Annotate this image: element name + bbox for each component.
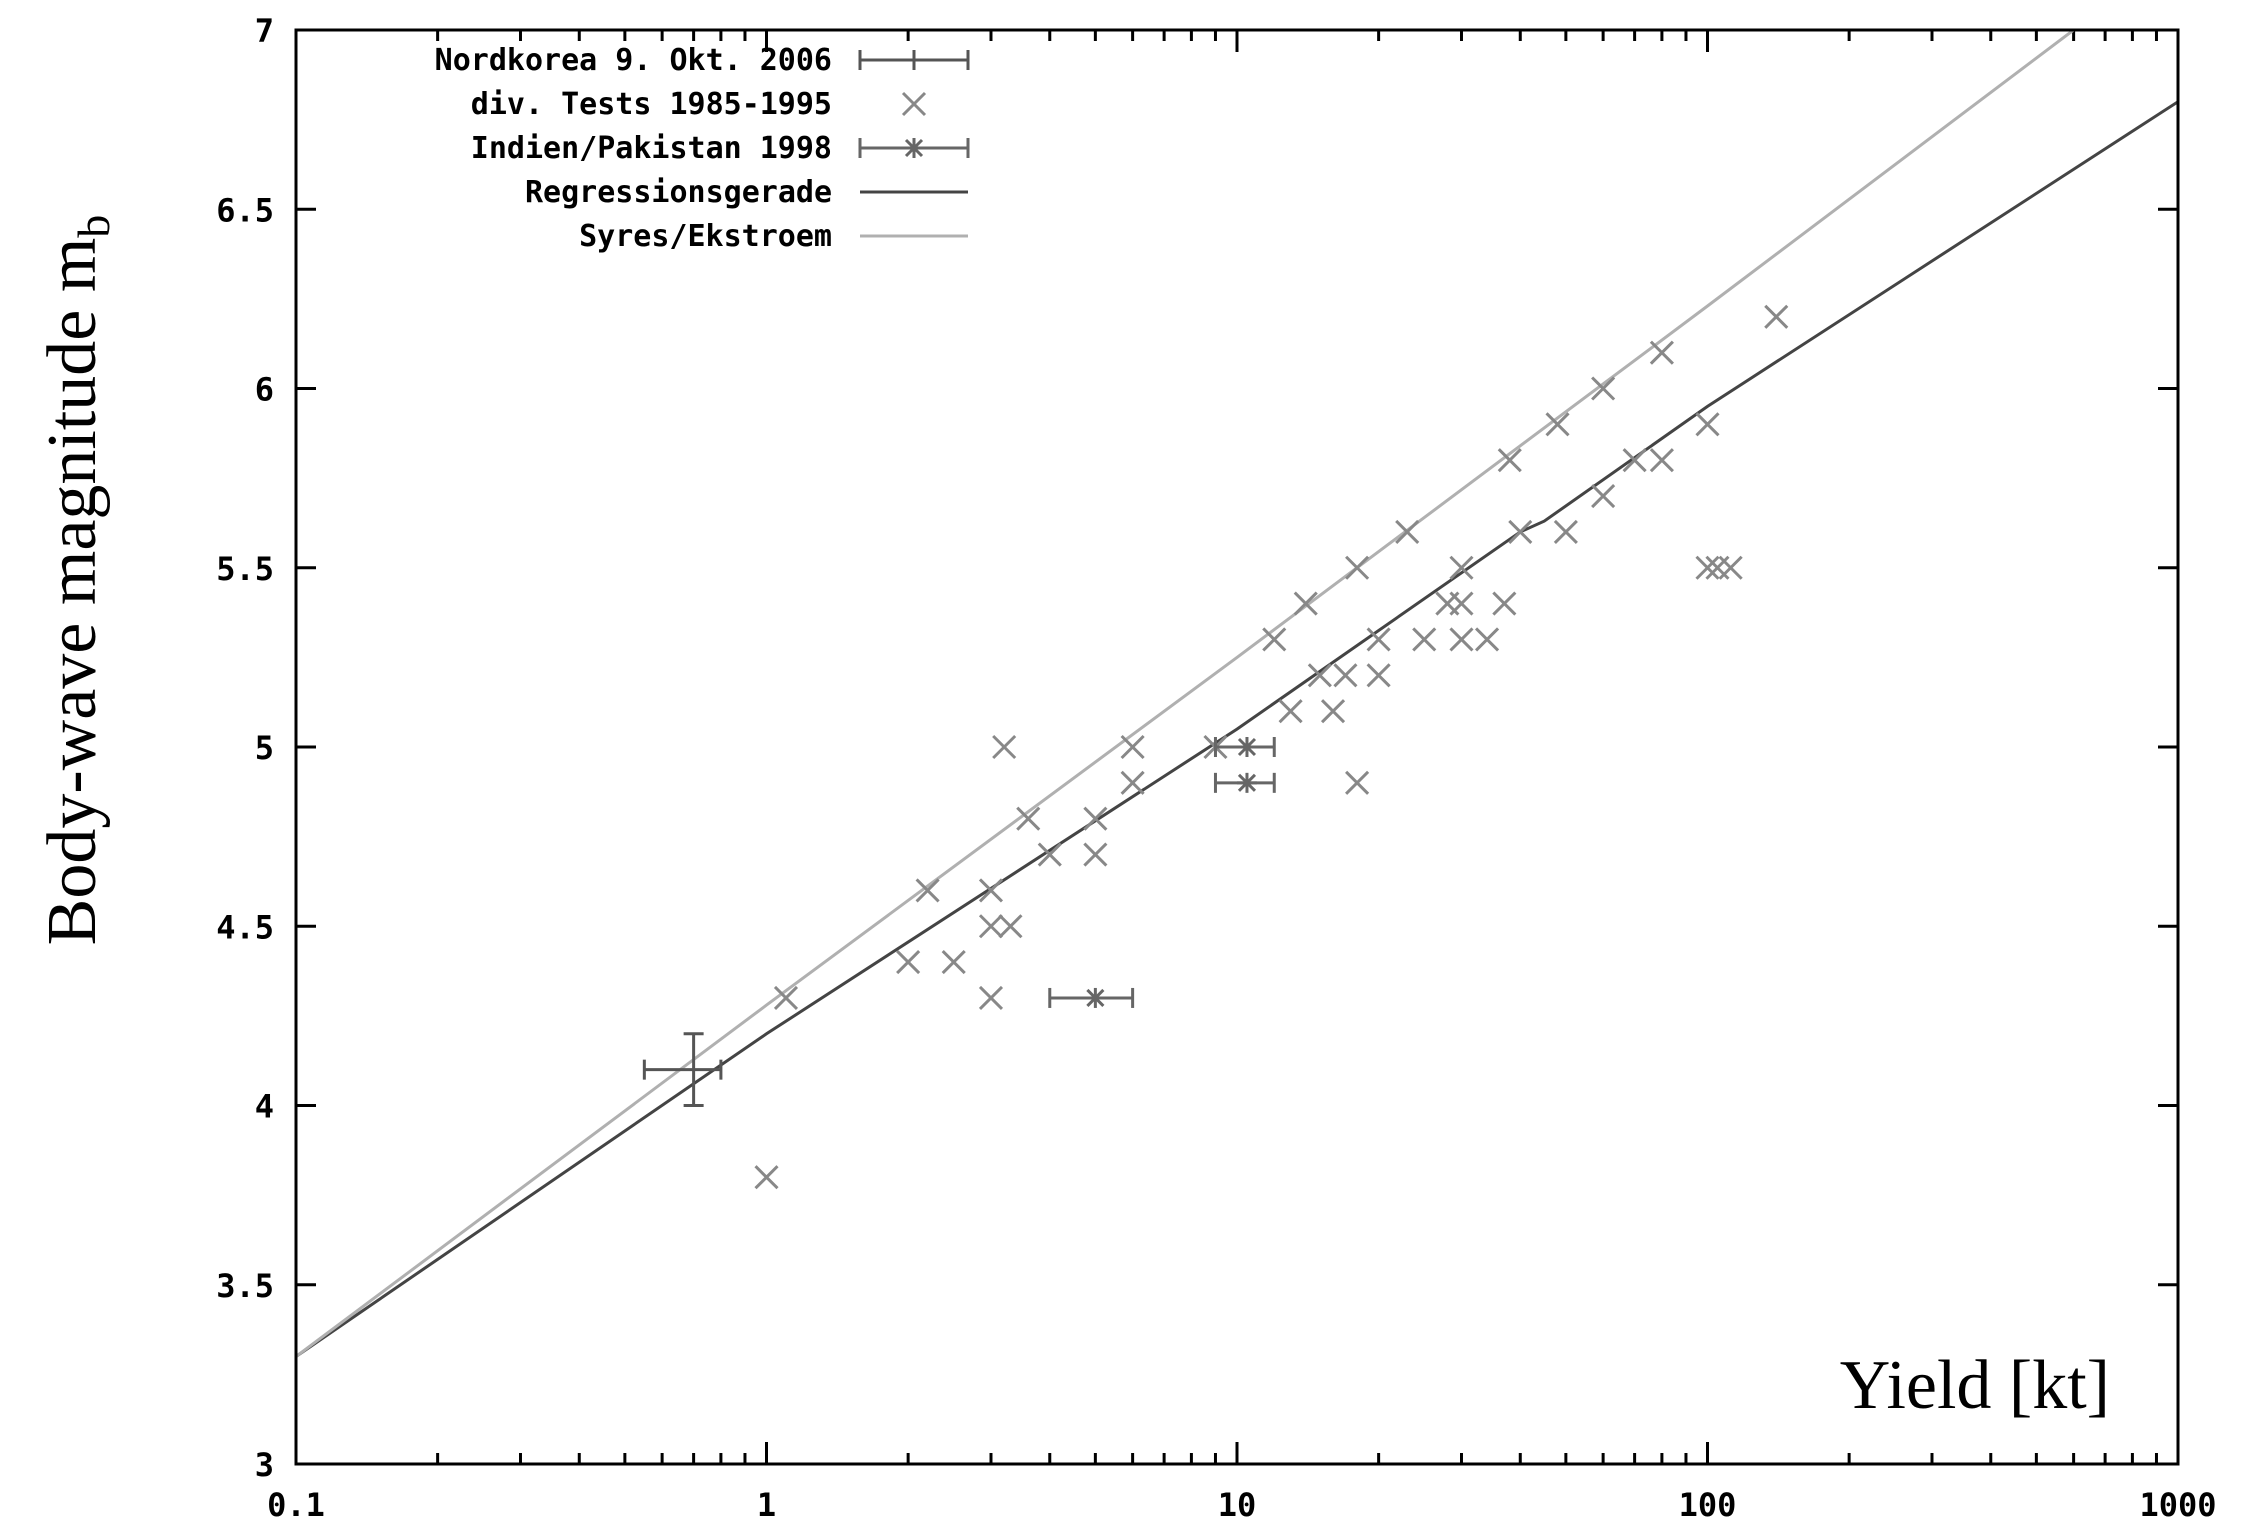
data-point xyxy=(978,985,1004,1011)
data-point xyxy=(1718,555,1743,580)
legend-label: Indien/Pakistan 1998 xyxy=(471,131,832,166)
y-tick-label: 3.5 xyxy=(216,1267,274,1305)
legend-label: Syres/Ekstroem xyxy=(579,219,832,254)
legend-label: Nordkorea 9. Okt. 2006 xyxy=(435,43,832,78)
legend-sample xyxy=(858,138,970,158)
data-point xyxy=(1497,448,1522,473)
y-tick-label: 4.5 xyxy=(216,908,274,946)
data-point xyxy=(1213,737,1276,757)
legend: Nordkorea 9. Okt. 2006 div. Tests 1985-19… xyxy=(435,43,970,254)
data-point xyxy=(1591,376,1616,401)
x-tick-label: 0.1 xyxy=(267,1486,325,1524)
data-point xyxy=(1695,412,1720,437)
y-tick-labels: 3 3.5 4 4.5 5 5.5 6 6.5 7 xyxy=(216,12,274,1484)
data-point xyxy=(642,1032,723,1107)
data-point xyxy=(941,950,966,975)
y-tick-label: 6.5 xyxy=(216,191,274,229)
data-point xyxy=(1048,987,1135,1008)
data-point xyxy=(1120,734,1145,760)
data-point xyxy=(1016,806,1041,831)
y-tick-label: 5.5 xyxy=(216,550,274,588)
data-point xyxy=(1449,591,1474,616)
series-line-4 xyxy=(296,100,2178,1358)
data-point xyxy=(1705,555,1730,580)
data-point xyxy=(1345,555,1370,580)
data-point xyxy=(1553,519,1578,544)
x-tick-label: 100 xyxy=(1679,1486,1737,1524)
data-point xyxy=(1262,627,1287,652)
legend-entry: Nordkorea 9. Okt. 2006 xyxy=(435,43,970,78)
data-point xyxy=(1320,699,1346,724)
data-point xyxy=(1083,842,1108,867)
data-point xyxy=(915,878,940,903)
x-tick-label: 10 xyxy=(1218,1486,1257,1524)
data-point xyxy=(1492,591,1517,616)
data-point xyxy=(1366,627,1391,652)
data-point xyxy=(1278,699,1303,724)
x-tick-label: 1 xyxy=(757,1486,776,1524)
legend-entry: div. Tests 1985-1995 xyxy=(471,87,927,122)
data-point xyxy=(1345,770,1370,795)
data-point xyxy=(773,985,799,1011)
data-point xyxy=(1591,483,1616,509)
series-line-5 xyxy=(296,30,2075,1358)
y-axis-title-main: Body-wave magnitude m xyxy=(34,238,111,946)
x-axis-title: Yield [kt] xyxy=(1840,1347,2110,1424)
data-point xyxy=(1213,772,1276,793)
data-point xyxy=(896,950,921,975)
data-point xyxy=(1037,842,1062,867)
data-point xyxy=(1307,663,1332,688)
y-axis-title-subscript: b xyxy=(68,215,119,238)
data-point xyxy=(1449,627,1474,652)
plot-series xyxy=(296,30,2178,1358)
data-point xyxy=(1449,555,1474,580)
data-point xyxy=(1083,806,1108,831)
y-tick-label: 3 xyxy=(255,1446,274,1484)
legend-entry: Indien/Pakistan 1998 xyxy=(471,131,970,166)
legend-label: div. Tests 1985-1995 xyxy=(471,87,832,122)
data-point xyxy=(978,914,1004,939)
y-axis-title: Body-wave magnitude mb xyxy=(34,215,119,946)
x-tick-labels: 0.1 1 10 100 1000 xyxy=(267,1486,2216,1524)
data-point xyxy=(1412,627,1437,652)
legend-entry: Regressionsgerade xyxy=(525,175,968,210)
data-point xyxy=(1764,304,1789,329)
data-point xyxy=(1293,591,1318,616)
data-point xyxy=(998,914,1023,939)
data-point xyxy=(1395,519,1420,544)
data-point xyxy=(992,734,1017,760)
x-tick-label: 1000 xyxy=(2139,1486,2216,1524)
legend-entry: Syres/Ekstroem xyxy=(579,219,968,254)
legend-sample xyxy=(901,91,927,117)
data-point xyxy=(1120,770,1145,795)
data-point xyxy=(1649,340,1674,365)
data-point xyxy=(1333,663,1358,688)
data-point xyxy=(1622,448,1647,473)
legend-label: Regressionsgerade xyxy=(525,175,832,210)
y-tick-label: 5 xyxy=(255,729,274,767)
data-point xyxy=(1366,663,1391,688)
plot-frame xyxy=(294,28,2180,1466)
data-point xyxy=(754,1165,779,1190)
data-point xyxy=(1545,412,1570,437)
y-tick-label: 4 xyxy=(255,1088,274,1126)
y-tick-label: 6 xyxy=(255,371,274,409)
data-point xyxy=(1508,519,1533,544)
legend-sample xyxy=(858,50,970,70)
data-point xyxy=(1649,448,1674,473)
data-point xyxy=(978,878,1004,903)
y-tick-label: 7 xyxy=(255,12,274,50)
data-point xyxy=(1695,555,1720,580)
data-point xyxy=(1475,627,1500,652)
